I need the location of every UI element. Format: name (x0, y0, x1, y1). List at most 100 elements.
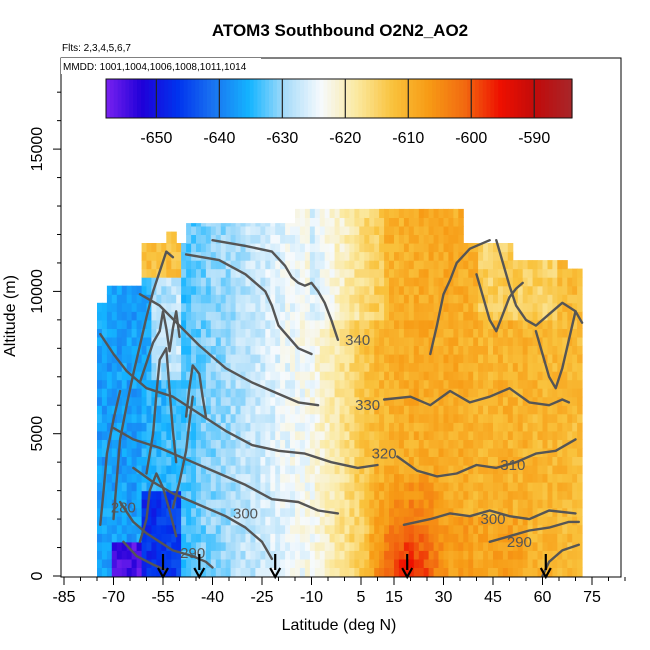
heat-cell (468, 439, 474, 449)
heat-cell (354, 217, 360, 227)
heat-cell (567, 345, 573, 355)
heat-cell (146, 311, 152, 321)
heat-cell (473, 311, 479, 321)
heat-cell (299, 277, 306, 287)
heat-cell (364, 499, 370, 509)
heat-cell (473, 422, 479, 432)
heat-cell (309, 422, 316, 432)
heat-cell (379, 294, 385, 304)
heat-cell (507, 328, 514, 338)
heat-cell (522, 473, 529, 483)
heat-cell (547, 319, 553, 329)
heat-cell (245, 311, 251, 321)
heat-cell (517, 277, 524, 287)
heat-cell (384, 251, 390, 261)
heat-cell (453, 328, 459, 338)
heat-cell (270, 396, 276, 406)
heat-cell (572, 268, 578, 278)
colorbar-segment (544, 79, 550, 118)
heat-cell (265, 413, 271, 423)
heat-cell (443, 354, 449, 364)
heat-cell (537, 336, 543, 346)
heat-cell (200, 277, 207, 287)
heat-cell (126, 439, 133, 449)
heat-cell (181, 524, 187, 534)
heat-cell (205, 499, 212, 509)
heat-cell (299, 550, 306, 560)
contour-label: 320 (372, 446, 397, 463)
heat-cell (290, 550, 296, 560)
heat-cell (364, 413, 370, 423)
heat-cell (205, 490, 212, 500)
heat-cell (483, 371, 489, 381)
heat-cell (319, 371, 326, 381)
heat-cell (418, 251, 425, 261)
heat-cell (374, 302, 380, 312)
heat-cell (493, 456, 499, 466)
heat-cell (304, 345, 311, 355)
heat-cell (295, 524, 301, 534)
heat-cell (374, 362, 380, 372)
heat-cell (483, 277, 489, 287)
heat-cell (413, 533, 420, 543)
heat-cell (458, 336, 464, 346)
heat-cell (413, 294, 420, 304)
heat-cell (295, 482, 301, 492)
heat-cell (567, 388, 573, 398)
heat-cell (205, 430, 212, 440)
heat-cell (285, 490, 291, 500)
heat-cell (443, 243, 449, 253)
heat-cell (161, 499, 167, 509)
heat-cell (512, 439, 519, 449)
heat-cell (374, 379, 380, 389)
heat-cell (166, 456, 172, 466)
heat-cell (116, 285, 123, 295)
heat-cell (329, 268, 336, 278)
heat-cell (532, 447, 539, 457)
colorbar-segment (486, 79, 492, 118)
heat-cell (299, 439, 306, 449)
heat-cell (265, 482, 271, 492)
heat-cell (364, 541, 370, 551)
heat-cell (394, 336, 400, 346)
heat-cell (359, 439, 365, 449)
heat-cell (285, 268, 291, 278)
heat-cell (354, 456, 360, 466)
heat-cell (260, 336, 266, 346)
heat-cell (364, 379, 370, 389)
heat-cell (542, 260, 548, 270)
heat-cell (478, 251, 484, 261)
heat-cell (418, 507, 425, 517)
heat-cell (567, 541, 573, 551)
heat-cell (97, 362, 103, 372)
heat-cell (285, 524, 291, 534)
heat-cell (344, 294, 350, 304)
heat-cell (146, 482, 152, 492)
heat-cell (166, 541, 172, 551)
heat-cell (577, 336, 583, 346)
heat-cell (156, 379, 162, 389)
heat-cell (344, 541, 350, 551)
heat-cell (408, 422, 415, 432)
heat-cell (458, 499, 464, 509)
heat-cell (344, 482, 350, 492)
heat-cell (275, 473, 281, 483)
heat-cell (285, 345, 291, 355)
heat-cell (497, 277, 504, 287)
heat-cell (448, 533, 454, 543)
heat-cell (577, 456, 583, 466)
heat-cell (423, 430, 430, 440)
heat-cell (374, 473, 380, 483)
heat-cell (210, 413, 217, 423)
heat-cell (171, 396, 177, 406)
heat-cell (567, 354, 573, 364)
colorbar-segment (436, 79, 441, 118)
heat-cell (547, 379, 553, 389)
heat-cell (483, 328, 489, 338)
heat-cell (116, 490, 123, 500)
heat-cell (334, 541, 341, 551)
heat-cell (438, 336, 444, 346)
heat-cell (359, 482, 365, 492)
heat-cell (186, 362, 192, 372)
heat-cell (121, 302, 128, 312)
